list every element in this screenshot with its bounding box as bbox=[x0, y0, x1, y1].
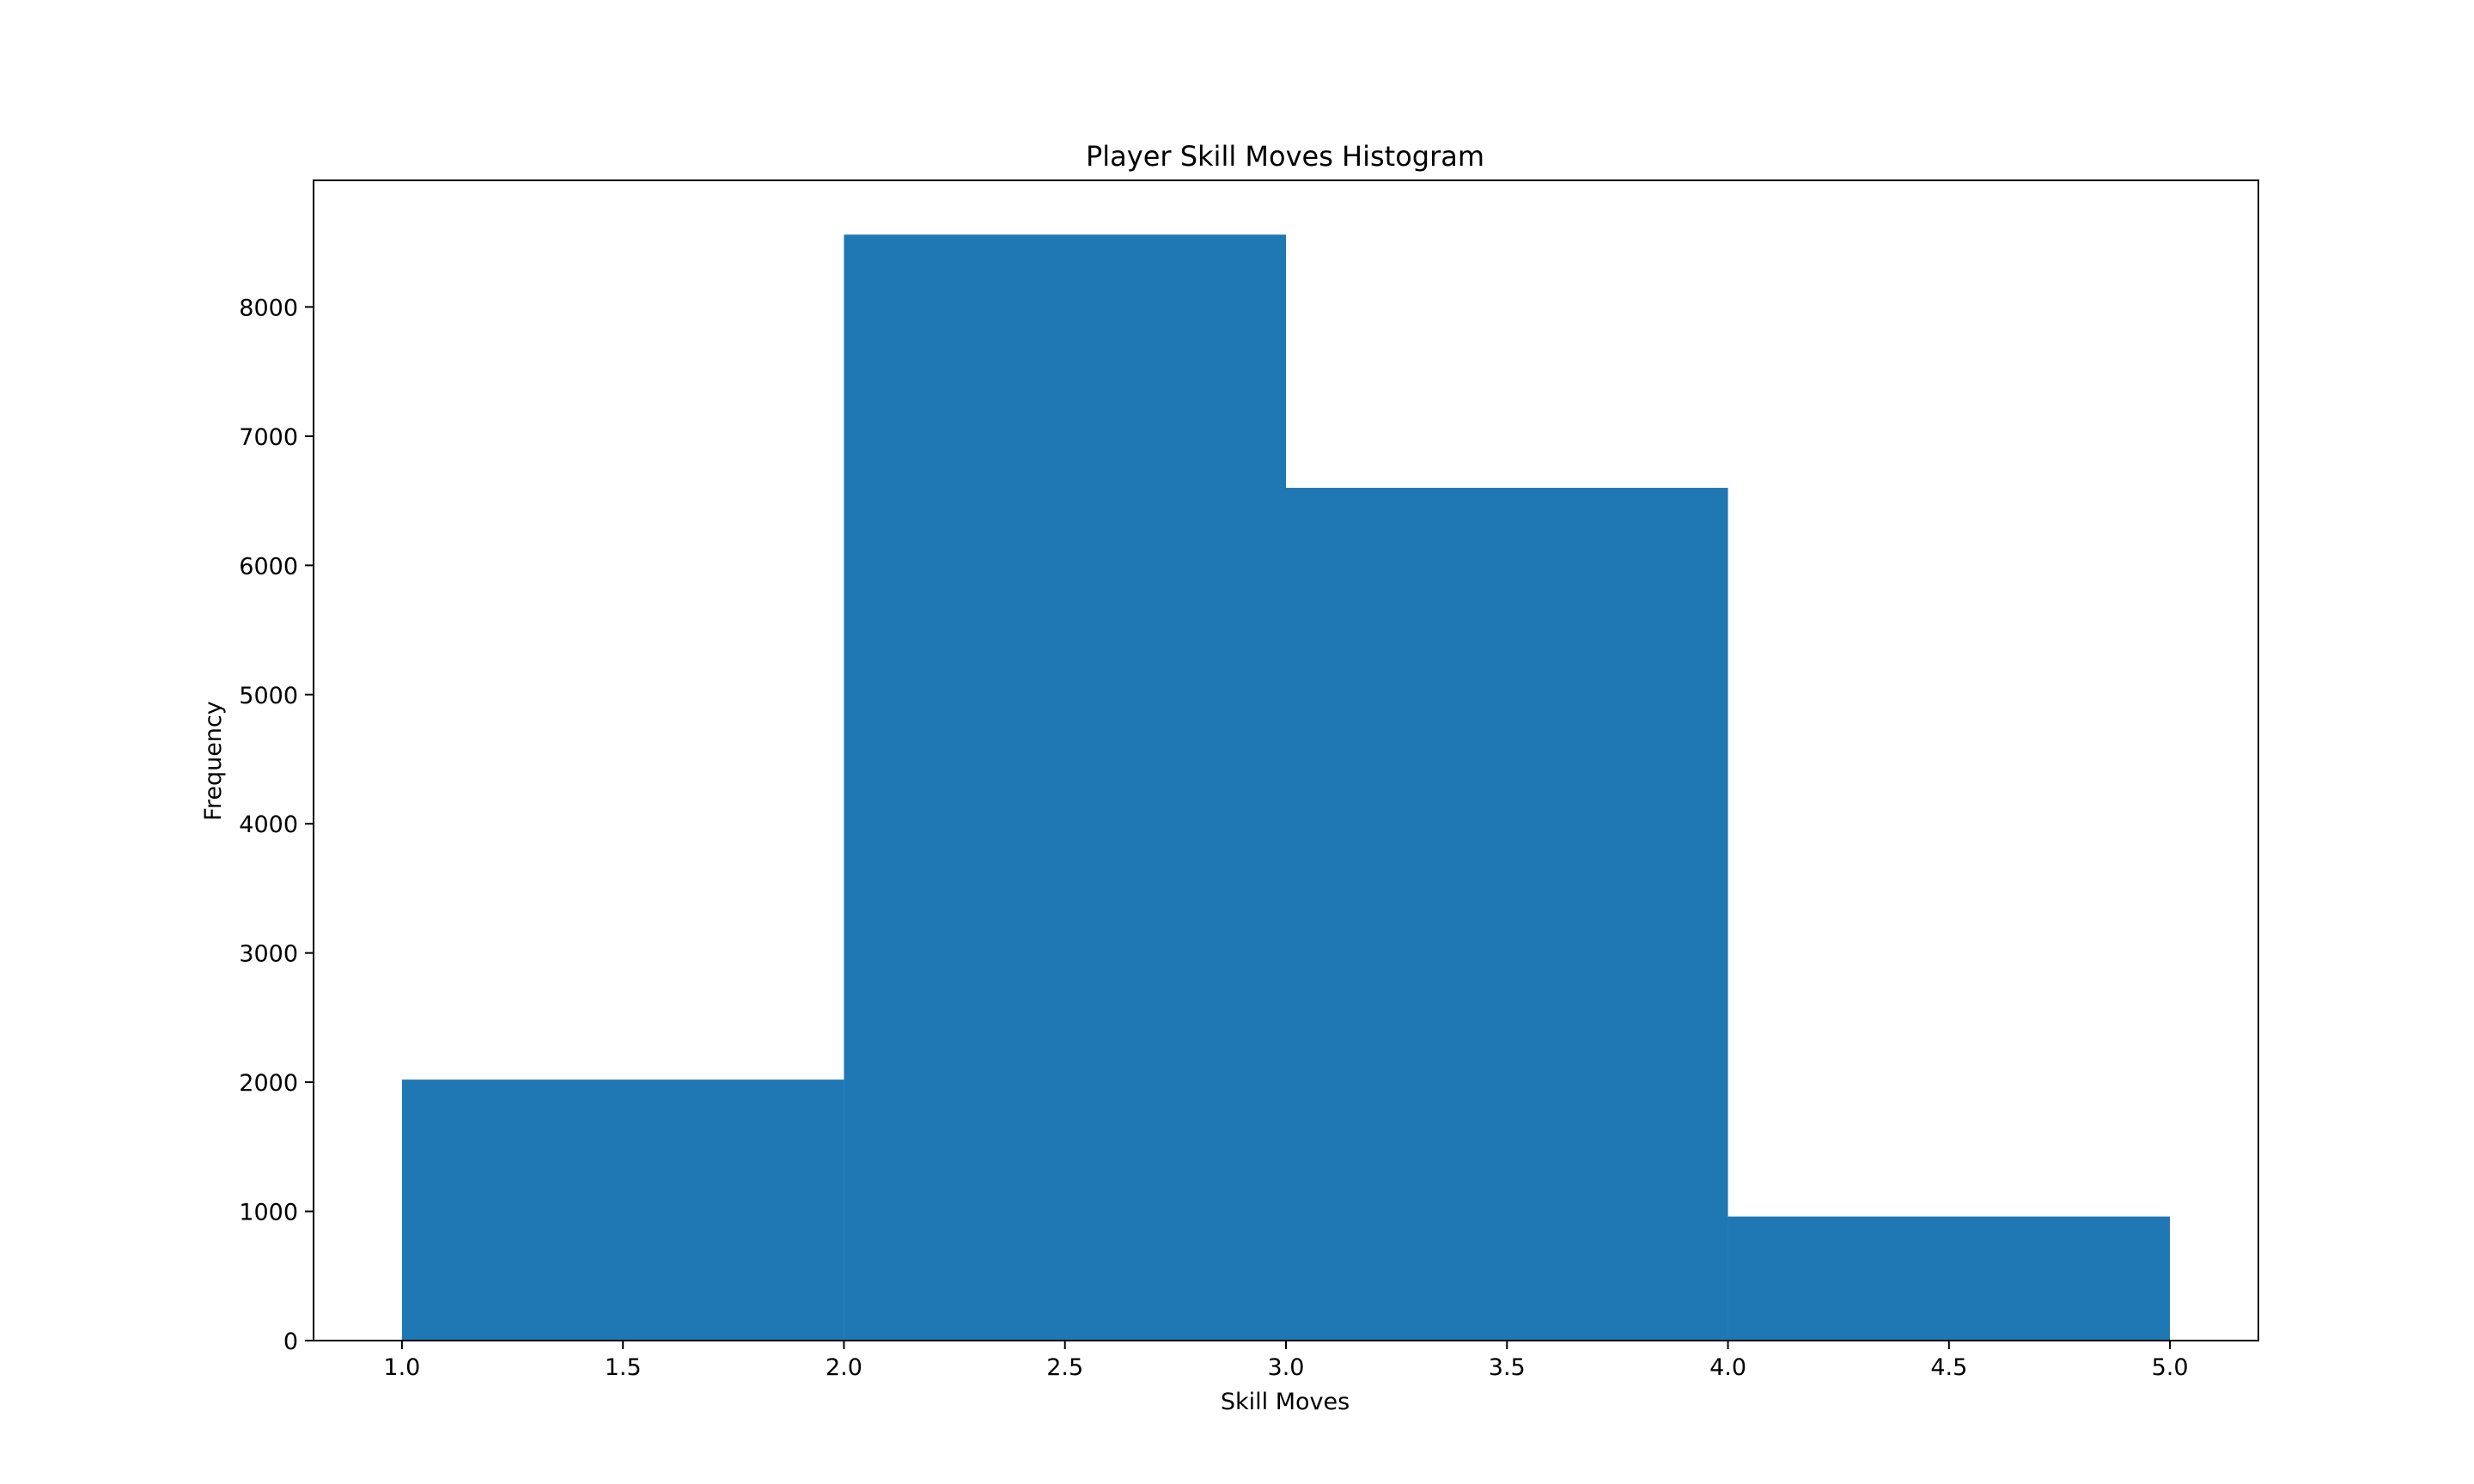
y-tick-label: 0 bbox=[283, 1329, 298, 1355]
y-tick-label: 7000 bbox=[239, 424, 298, 451]
y-tick-label: 2000 bbox=[239, 1070, 298, 1097]
histogram-bar bbox=[844, 234, 1286, 1341]
histogram-bar bbox=[401, 1080, 844, 1341]
y-tick-label: 4000 bbox=[239, 812, 298, 838]
x-tick-label: 3.5 bbox=[1489, 1354, 1526, 1381]
y-tick-label: 6000 bbox=[239, 553, 298, 580]
y-tick-label: 5000 bbox=[239, 683, 298, 709]
bars-layer bbox=[401, 234, 2171, 1341]
x-tick-label: 3.0 bbox=[1268, 1354, 1305, 1381]
axes-layer: 1.0 1.5 2.0 2.5 3.0 3.5 4.0 4.5 5.0 0 1000 2000 3000… bbox=[239, 179, 2259, 1381]
x-tick-label: 1.5 bbox=[605, 1354, 642, 1381]
y-tick-label: 3000 bbox=[239, 941, 298, 968]
y-tick-label: 8000 bbox=[239, 295, 298, 321]
histogram-bar bbox=[1286, 488, 1728, 1341]
x-tick-label: 5.0 bbox=[2152, 1354, 2189, 1381]
x-axis-label: Skill Moves bbox=[1221, 1389, 1350, 1415]
x-tick-label: 4.0 bbox=[1709, 1354, 1746, 1381]
x-tick-label: 1.0 bbox=[383, 1354, 420, 1381]
x-tick-label: 2.5 bbox=[1046, 1354, 1083, 1381]
x-tick-label: 4.5 bbox=[1930, 1354, 1967, 1381]
x-tick-label: 2.0 bbox=[826, 1354, 862, 1381]
histogram-bar bbox=[1728, 1216, 2171, 1341]
chart-title: Player Skill Moves Histogram bbox=[1086, 140, 1484, 173]
y-axis-label: Frequency bbox=[200, 701, 227, 821]
y-tick-label: 1000 bbox=[239, 1200, 298, 1226]
